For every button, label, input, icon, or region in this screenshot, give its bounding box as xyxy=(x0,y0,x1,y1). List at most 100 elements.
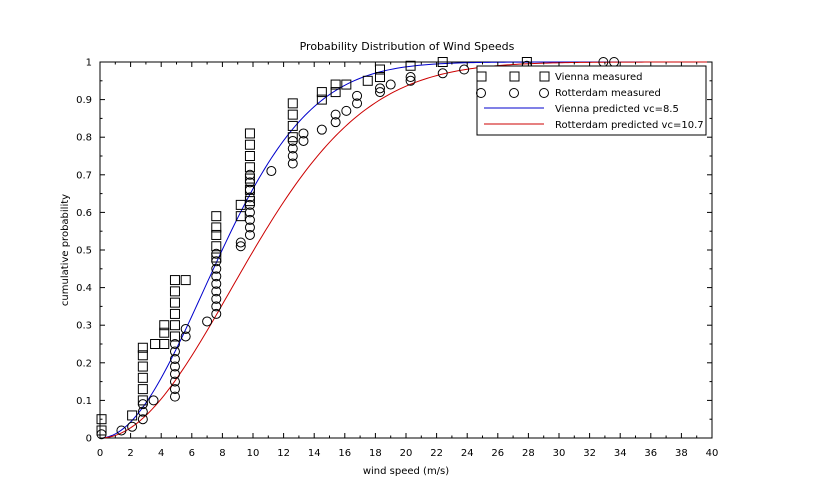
circle-marker xyxy=(352,98,363,109)
square-marker xyxy=(341,79,352,90)
circle-marker xyxy=(374,83,385,94)
circle-marker xyxy=(211,286,222,297)
circle-marker xyxy=(137,414,148,425)
square-marker xyxy=(244,196,255,207)
circle-marker xyxy=(235,237,246,248)
x-tick-label: 36 xyxy=(644,448,657,459)
square-marker xyxy=(287,109,298,120)
y-tick-label: 0.5 xyxy=(76,246,92,257)
circle-marker xyxy=(169,384,180,395)
circle-marker xyxy=(127,421,138,432)
y-tick-label: 0.8 xyxy=(76,133,92,144)
x-tick-label: 30 xyxy=(553,448,566,459)
legend-entry-rotterdam-predicted: Rotterdam predicted vc=10.7 xyxy=(484,120,704,131)
square-marker xyxy=(211,229,222,240)
y-tick-label: 0.2 xyxy=(76,358,92,369)
x-axis: 0 2 4 6 8 10 12 14 16 18 20 22 24 26 28 30 32 34 36 38 40 xyxy=(97,62,718,459)
circle-marker xyxy=(316,124,327,135)
y-tick-label: 0.6 xyxy=(76,208,92,219)
legend-square-marker xyxy=(476,71,487,82)
circle-marker xyxy=(244,214,255,225)
legend-label: Rotterdam predicted vc=10.7 xyxy=(555,120,704,131)
square-marker xyxy=(244,173,255,184)
circle-marker xyxy=(244,184,255,195)
circle-marker xyxy=(211,263,222,274)
legend-square-marker xyxy=(539,71,550,82)
x-tick-label: 16 xyxy=(338,448,351,459)
circle-marker xyxy=(374,87,385,98)
square-marker xyxy=(96,425,107,436)
circle-marker xyxy=(211,256,222,267)
y-tick-label: 0.9 xyxy=(76,95,92,106)
circle-marker xyxy=(211,278,222,289)
x-tick-label: 18 xyxy=(369,448,382,459)
circle-marker xyxy=(287,143,298,154)
square-marker xyxy=(330,79,341,90)
x-axis-label: wind speed (m/s) xyxy=(363,466,449,477)
square-marker xyxy=(287,98,298,109)
circle-marker xyxy=(116,425,127,436)
circle-marker xyxy=(180,331,191,342)
x-tick-label: 10 xyxy=(247,448,260,459)
x-tick-label: 24 xyxy=(461,448,474,459)
square-marker xyxy=(211,211,222,222)
circle-marker xyxy=(244,169,255,180)
square-marker xyxy=(96,414,107,425)
circle-marker xyxy=(341,105,352,116)
y-tick-label: 0.3 xyxy=(76,321,92,332)
circle-marker xyxy=(298,128,309,139)
circle-marker xyxy=(244,199,255,210)
circle-marker xyxy=(287,158,298,169)
square-marker xyxy=(159,327,170,338)
square-marker xyxy=(362,75,373,86)
circle-marker xyxy=(405,72,416,83)
circle-marker xyxy=(244,177,255,188)
x-tick-label: 6 xyxy=(189,448,195,459)
x-tick-label: 20 xyxy=(400,448,413,459)
square-marker xyxy=(244,128,255,139)
x-tick-label: 0 xyxy=(97,448,103,459)
square-marker xyxy=(169,286,180,297)
circle-marker xyxy=(96,429,107,440)
square-marker xyxy=(169,275,180,286)
legend-label: Vienna predicted vc=8.5 xyxy=(555,104,679,115)
square-marker xyxy=(211,252,222,263)
circle-marker xyxy=(405,75,416,86)
square-marker xyxy=(437,57,448,67)
legend-label: Vienna measured xyxy=(555,72,643,83)
circle-marker xyxy=(352,90,363,101)
x-tick-label: 32 xyxy=(583,448,596,459)
square-marker xyxy=(211,222,222,233)
circle-marker xyxy=(137,399,148,410)
square-marker xyxy=(137,372,148,383)
circle-marker xyxy=(169,346,180,357)
x-tick-label: 12 xyxy=(277,448,290,459)
circle-marker xyxy=(244,222,255,233)
y-tick-label: 0.7 xyxy=(76,170,92,181)
circle-marker xyxy=(287,151,298,161)
x-tick-label: 38 xyxy=(675,448,688,459)
circle-marker xyxy=(330,109,341,120)
square-marker xyxy=(374,72,385,83)
circle-marker xyxy=(298,135,309,146)
measured-markers xyxy=(96,57,620,440)
legend-entry-vienna-measured: Vienna measured xyxy=(476,71,643,83)
circle-marker xyxy=(330,117,341,128)
y-tick-label: 1 xyxy=(86,58,92,69)
square-marker xyxy=(235,211,246,222)
square-marker xyxy=(137,361,148,372)
circle-marker xyxy=(169,391,180,402)
circle-marker xyxy=(385,79,396,90)
x-tick-label: 2 xyxy=(127,448,133,459)
y-tick-label: 0.1 xyxy=(76,396,92,407)
square-marker xyxy=(211,241,222,252)
legend-entry-rotterdam-measured: Rotterdam measured xyxy=(476,88,661,99)
circle-marker xyxy=(459,64,470,75)
circle-marker xyxy=(169,339,180,349)
square-marker xyxy=(316,94,327,105)
square-marker xyxy=(159,339,170,349)
y-axis: 0 0.1 0.2 0.3 0.4 0.5 0.6 0.7 0.8 0.9 1 xyxy=(76,58,712,445)
chart-title: Probability Distribution of Wind Speeds xyxy=(300,40,515,53)
square-marker xyxy=(137,342,148,353)
